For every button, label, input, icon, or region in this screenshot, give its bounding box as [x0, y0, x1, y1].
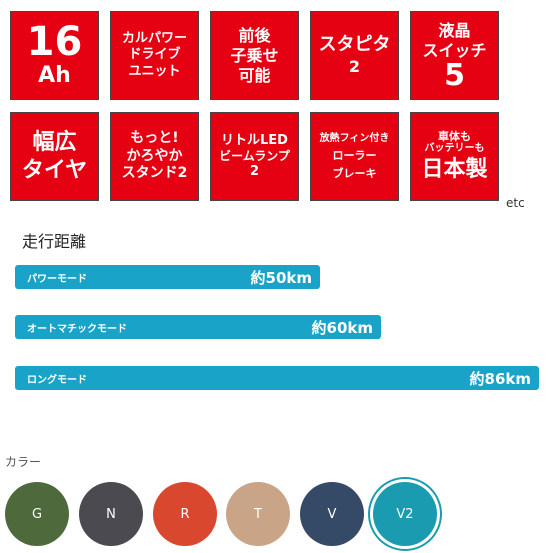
feature-tile-led-lamp: リトルLED ビームランプ 2 — [210, 112, 299, 201]
color-swatch-v2[interactable]: V2 — [373, 482, 437, 546]
mode-distance: 約60km — [311, 318, 373, 337]
tile-line: 前後 — [238, 25, 271, 45]
feature-tile-stand: もっと! かろやか スタンド2 — [110, 112, 199, 201]
range-bar-long-mode: ロングモード 約86km — [15, 366, 539, 390]
range-bar-power-mode: パワーモード 約50km — [15, 265, 320, 289]
tile-line: 車体も — [438, 129, 471, 143]
tile-line: 2 — [249, 164, 260, 179]
etc-label: etc — [506, 196, 525, 210]
tile-line: 日本製 — [421, 156, 488, 182]
tile-line: 液晶 — [438, 20, 471, 40]
mode-name: ロングモード — [27, 374, 87, 386]
tile-line: 16 — [26, 18, 83, 65]
tile-line: 2 — [348, 56, 361, 76]
range-bar-auto-mode: オートマチックモード 約60km — [15, 315, 381, 339]
tile-line: ドライブ — [128, 47, 181, 63]
tile-line: スタピタ — [318, 34, 391, 56]
tile-line: リトルLED — [221, 132, 288, 148]
feature-tile-stapita: スタピタ 2 — [310, 11, 399, 100]
color-swatch-t[interactable]: T — [226, 482, 290, 546]
tile-line: もっと! — [130, 130, 179, 147]
tile-line: スタンド2 — [121, 165, 188, 182]
tile-line: ローラー — [332, 149, 377, 162]
color-swatch-g[interactable]: G — [5, 482, 69, 546]
mode-name: パワーモード — [27, 273, 87, 285]
tile-line: ユニット — [128, 63, 181, 79]
color-code: N — [106, 506, 116, 522]
color-code: G — [31, 506, 43, 522]
color-swatch-n[interactable]: N — [79, 482, 143, 546]
feature-tile-lcd-switch: 液晶 スイッチ 5 — [410, 11, 499, 100]
color-code: R — [180, 506, 190, 522]
color-swatch-v[interactable]: V — [300, 482, 364, 546]
color-swatch-r[interactable]: R — [153, 482, 217, 546]
feature-tile-made-in-japan: 車体も バッテリーも 日本製 — [410, 112, 499, 201]
tile-line: バッテリーも — [424, 143, 485, 155]
tile-line: 子乗せ — [230, 45, 279, 65]
mode-name: オートマチックモード — [27, 323, 127, 335]
tile-line: かろやか — [126, 147, 183, 164]
tile-line: 放熱フィン付き — [319, 132, 390, 144]
feature-tile-wide-tire: 幅広 タイヤ — [10, 112, 99, 201]
feature-tiles: 16 Ah カルパワー ドライブ ユニット 前後 子乗せ 可能 スタピタ 2 液… — [0, 0, 554, 210]
color-code: T — [254, 506, 262, 522]
tile-line: スイッチ — [422, 40, 487, 60]
range-title: 走行距離 — [22, 232, 87, 251]
color-section-title: カラー — [5, 455, 42, 469]
feature-tile-roller-brake: 放熱フィン付き ローラー ブレーキ — [310, 112, 399, 201]
tile-line: 5 — [444, 57, 465, 93]
tile-line: Ah — [38, 62, 71, 88]
feature-tile-battery: 16 Ah — [10, 11, 99, 100]
tile-line: 幅広 — [32, 130, 77, 155]
color-code: V2 — [396, 506, 414, 522]
feature-tile-child-seat: 前後 子乗せ 可能 — [210, 11, 299, 100]
tile-line: タイヤ — [21, 157, 88, 183]
mode-distance: 約50km — [250, 268, 312, 287]
tile-line: 可能 — [238, 65, 271, 85]
mode-distance: 約86km — [469, 369, 531, 388]
tile-line: ビームランプ — [219, 149, 290, 163]
color-code: V — [327, 506, 337, 522]
tile-line: ブレーキ — [332, 166, 377, 180]
feature-tile-drive-unit: カルパワー ドライブ ユニット — [110, 11, 199, 100]
tile-line: カルパワー — [121, 31, 187, 47]
